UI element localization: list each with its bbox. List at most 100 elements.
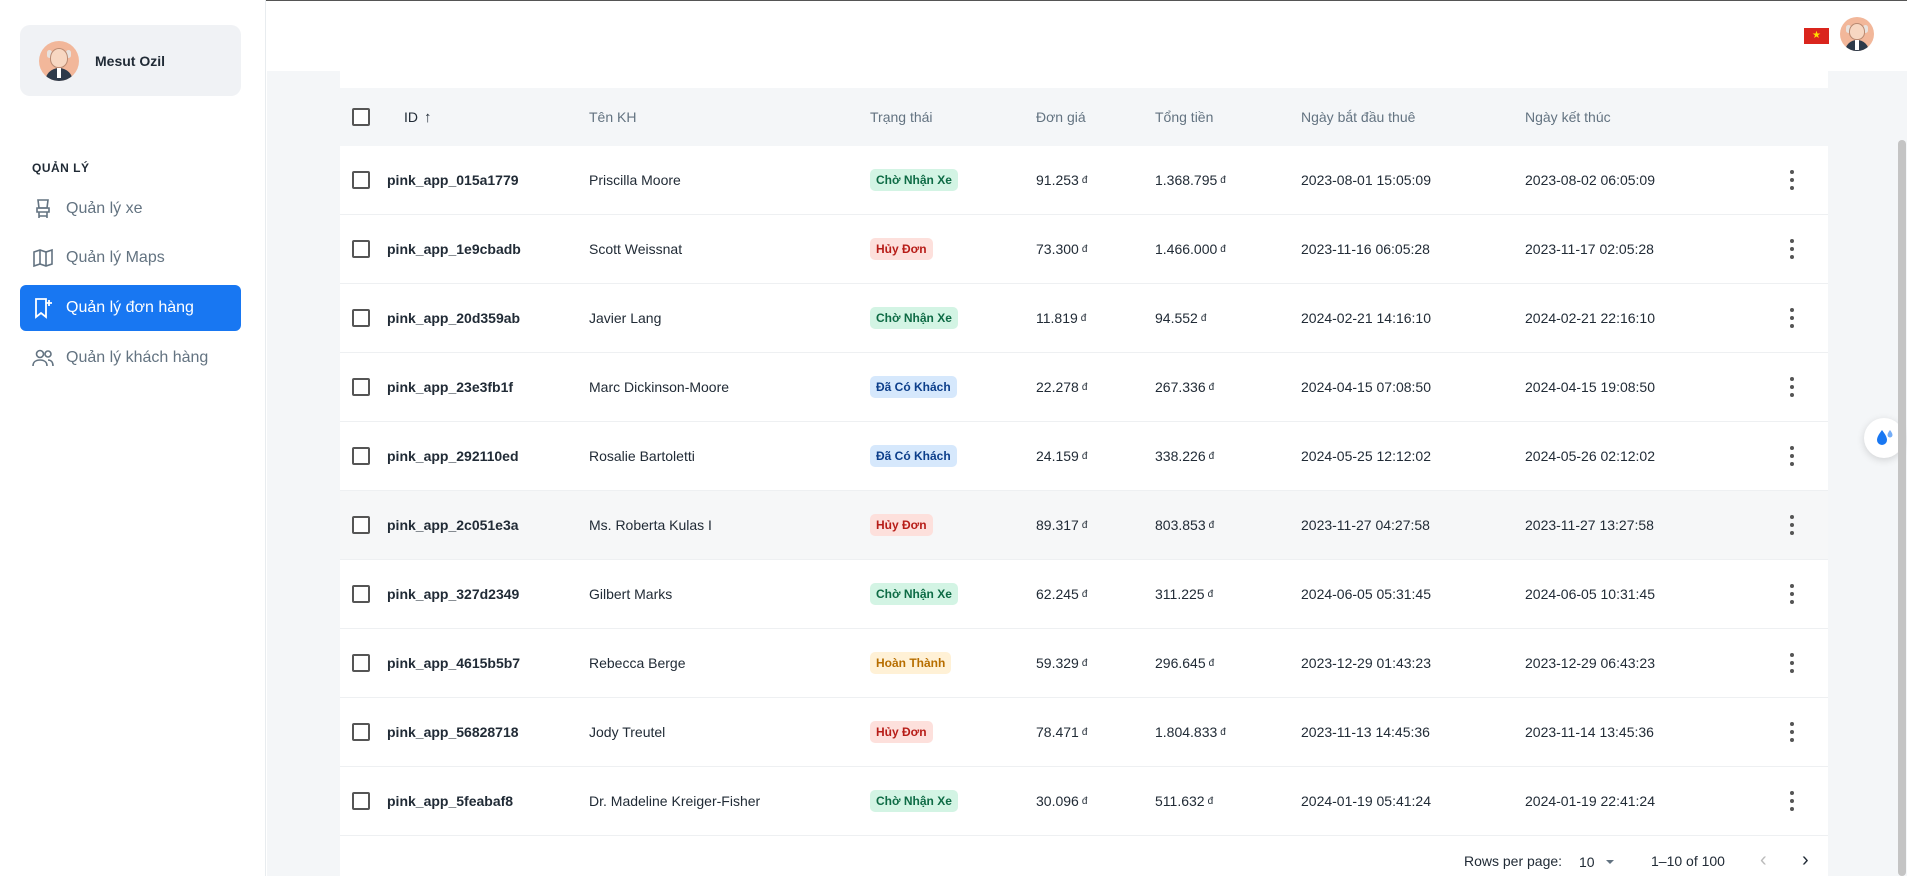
sidebar-item-customers[interactable]: Quản lý khách hàng xyxy=(20,335,241,381)
sidebar-item-vehicles[interactable]: Quản lý xe xyxy=(20,186,241,232)
cell-start-date: 2023-12-29 01:43:23 xyxy=(1301,629,1431,697)
column-header-total[interactable]: Tổng tiền xyxy=(1155,109,1214,125)
cell-total-text: 1.368.795 xyxy=(1155,172,1218,188)
row-more-icon[interactable] xyxy=(1782,353,1802,421)
row-more-icon[interactable] xyxy=(1782,560,1802,628)
column-header-price[interactable]: Đơn giá xyxy=(1036,109,1086,125)
row-select-cell xyxy=(352,215,370,283)
prev-page-button[interactable]: ‹ xyxy=(1760,849,1767,871)
cell-start-date-text: 2023-11-27 04:27:58 xyxy=(1301,517,1430,533)
cell-price-text: 62.245 xyxy=(1036,586,1079,602)
cell-end-date-text: 2024-04-15 19:08:50 xyxy=(1525,379,1655,395)
cell-start-date-text: 2024-01-19 05:41:24 xyxy=(1301,793,1431,809)
sidebar-item-orders[interactable]: Quản lý đơn hàng xyxy=(20,285,241,331)
cell-id-text: pink_app_4615b5b7 xyxy=(387,655,521,671)
cell-price: 11.819 đ xyxy=(1036,284,1086,352)
vietnam-flag-icon[interactable]: ★ xyxy=(1804,28,1829,44)
sidebar: Mesut Ozil QUẢN LÝ Quản lý xe Quản lý Ma… xyxy=(0,0,266,876)
row-more-icon[interactable] xyxy=(1782,767,1802,835)
cell-start-date: 2024-04-15 07:08:50 xyxy=(1301,353,1431,421)
row-checkbox[interactable] xyxy=(352,792,370,810)
row-checkbox[interactable] xyxy=(352,240,370,258)
page-scrollbar[interactable] xyxy=(1898,140,1906,876)
next-page-button[interactable]: › xyxy=(1802,849,1809,871)
row-checkbox[interactable] xyxy=(352,654,370,672)
cell-id-text: pink_app_1e9cbadb xyxy=(387,241,521,257)
row-more-icon[interactable] xyxy=(1782,629,1802,697)
table-row[interactable]: pink_app_1e9cbadb Scott Weissnat Hủy Đơn 73… xyxy=(340,215,1828,284)
cell-price: 24.159 đ xyxy=(1036,422,1087,490)
column-header-id[interactable]: ID ↑ xyxy=(404,108,432,126)
cell-end-date-text: 2024-01-19 22:41:24 xyxy=(1525,793,1655,809)
cell-end-date: 2024-01-19 22:41:24 xyxy=(1525,767,1655,835)
cell-customer: Marc Dickinson-Moore xyxy=(589,353,729,421)
table-row[interactable]: pink_app_015a1779 Priscilla Moore Chờ Nhận… xyxy=(340,146,1828,215)
table-row[interactable]: pink_app_2c051e3a Ms. Roberta Kulas I Hủy … xyxy=(340,491,1828,560)
cell-start-date-text: 2023-11-16 06:05:28 xyxy=(1301,241,1430,257)
row-checkbox[interactable] xyxy=(352,723,370,741)
select-all-cell xyxy=(352,88,370,146)
row-checkbox[interactable] xyxy=(352,585,370,603)
rows-per-page-select[interactable]: 10 xyxy=(1579,853,1619,871)
table-row[interactable]: pink_app_292110ed Rosalie Bartoletti Đã Có… xyxy=(340,422,1828,491)
row-select-cell xyxy=(352,353,370,421)
cell-id: pink_app_4615b5b7 xyxy=(387,629,520,697)
cell-customer-text: Javier Lang xyxy=(589,310,662,326)
status-badge: Chờ Nhận Xe xyxy=(870,583,958,605)
row-checkbox[interactable] xyxy=(352,516,370,534)
user-card[interactable]: Mesut Ozil xyxy=(20,25,241,96)
table-row[interactable]: pink_app_5feabaf8 Dr. Madeline Kreiger-Fi… xyxy=(340,767,1828,836)
cell-total-text: 94.552 xyxy=(1155,310,1198,326)
settings-fab[interactable] xyxy=(1864,418,1904,458)
cell-start-date-text: 2024-02-21 14:16:10 xyxy=(1301,310,1431,326)
row-more-icon[interactable] xyxy=(1782,422,1802,490)
select-all-checkbox[interactable] xyxy=(352,108,370,126)
cell-start-date: 2024-02-21 14:16:10 xyxy=(1301,284,1431,352)
cell-end-date: 2024-04-15 19:08:50 xyxy=(1525,353,1655,421)
column-header-start-date[interactable]: Ngày bắt đầu thuê xyxy=(1301,109,1416,125)
cell-id-text: pink_app_5feabaf8 xyxy=(387,793,514,809)
row-select-cell xyxy=(352,767,370,835)
cell-price-text: 78.471 xyxy=(1036,724,1079,740)
row-checkbox[interactable] xyxy=(352,378,370,396)
row-checkbox[interactable] xyxy=(352,171,370,189)
currency-symbol: đ xyxy=(1081,657,1088,669)
cell-status: Hủy Đơn xyxy=(870,491,933,559)
column-header-end-date[interactable]: Ngày kết thúc xyxy=(1525,109,1611,125)
cell-end-date: 2024-02-21 22:16:10 xyxy=(1525,284,1655,352)
status-badge: Hủy Đơn xyxy=(870,721,933,743)
row-checkbox[interactable] xyxy=(352,309,370,327)
cell-end-date: 2024-06-05 10:31:45 xyxy=(1525,560,1655,628)
column-header-status[interactable]: Trạng thái xyxy=(870,109,933,125)
column-header-customer[interactable]: Tên KH xyxy=(589,109,637,125)
table-row[interactable]: pink_app_20d359ab Javier Lang Chờ Nhận Xe 1… xyxy=(340,284,1828,353)
row-more-icon[interactable] xyxy=(1782,284,1802,352)
row-more-icon[interactable] xyxy=(1782,698,1802,766)
cell-end-date-text: 2024-06-05 10:31:45 xyxy=(1525,586,1655,602)
cell-total-text: 511.632 xyxy=(1155,793,1205,809)
table-row[interactable]: pink_app_4615b5b7 Rebecca Berge Hoàn Thành… xyxy=(340,629,1828,698)
cell-status: Đã Có Khách xyxy=(870,353,957,421)
row-more-icon[interactable] xyxy=(1782,215,1802,283)
table-row[interactable]: pink_app_327d2349 Gilbert Marks Chờ Nhận X… xyxy=(340,560,1828,629)
table-row[interactable]: pink_app_56828718 Jody Treutel Hủy Đơn 78.4… xyxy=(340,698,1828,767)
currency-symbol: đ xyxy=(1220,726,1226,738)
cell-total: 1.804.833 đ xyxy=(1155,698,1226,766)
sidebar-item-maps[interactable]: Quản lý Maps xyxy=(20,235,241,281)
top-border xyxy=(0,0,1907,1)
row-more-icon[interactable] xyxy=(1782,146,1802,214)
status-badge: Hoàn Thành xyxy=(870,652,952,674)
header-avatar[interactable] xyxy=(1840,17,1874,51)
row-checkbox[interactable] xyxy=(352,447,370,465)
row-more-icon[interactable] xyxy=(1782,491,1802,559)
cell-total-text: 267.336 xyxy=(1155,379,1206,395)
status-badge: Chờ Nhận Xe xyxy=(870,307,958,329)
currency-symbol: đ xyxy=(1081,726,1088,738)
row-select-cell xyxy=(352,698,370,766)
row-select-cell xyxy=(352,284,370,352)
cell-price-text: 22.278 xyxy=(1036,379,1079,395)
cell-id: pink_app_1e9cbadb xyxy=(387,215,521,283)
cell-end-date-text: 2024-05-26 02:12:02 xyxy=(1525,448,1655,464)
cell-customer-text: Priscilla Moore xyxy=(589,172,681,188)
table-row[interactable]: pink_app_23e3fb1f Marc Dickinson-Moore Đã … xyxy=(340,353,1828,422)
